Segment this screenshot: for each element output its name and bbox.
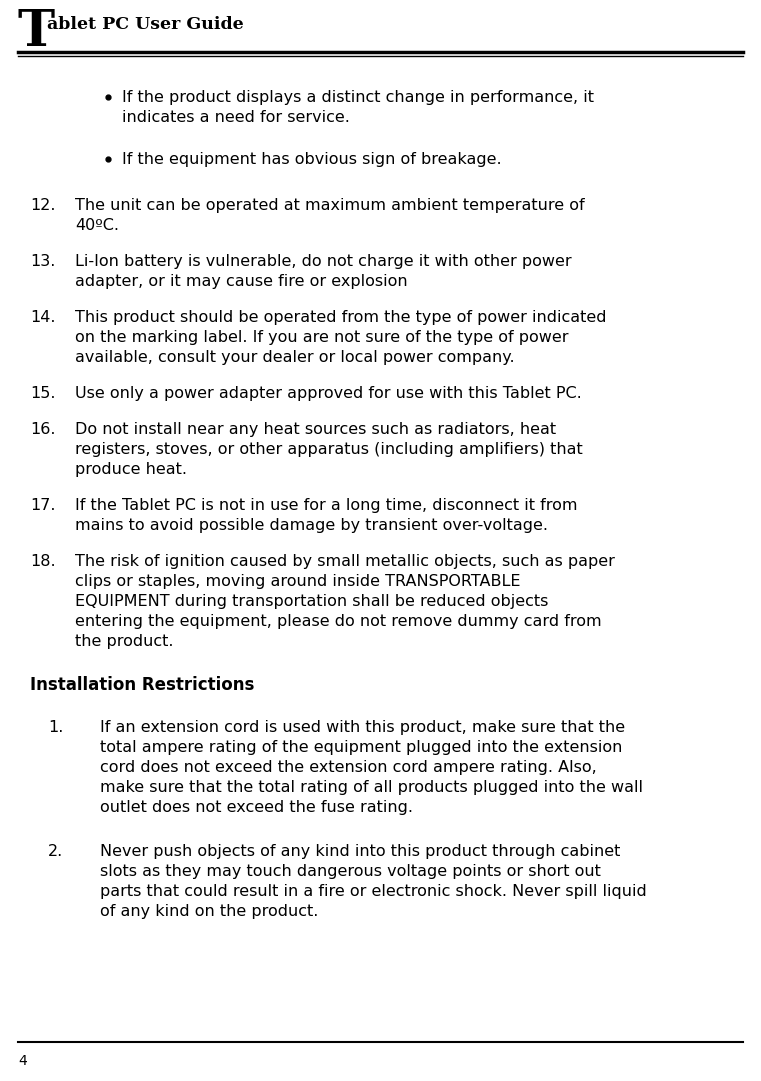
Text: If the equipment has obvious sign of breakage.: If the equipment has obvious sign of bre… [122,152,501,166]
Text: This product should be operated from the type of power indicated: This product should be operated from the… [75,310,607,325]
Text: produce heat.: produce heat. [75,462,187,477]
Text: 16.: 16. [30,422,56,437]
Text: 14.: 14. [30,310,56,325]
Text: available, consult your dealer or local power company.: available, consult your dealer or local … [75,350,514,365]
Text: Never push objects of any kind into this product through cabinet: Never push objects of any kind into this… [100,844,620,859]
Text: T: T [18,8,55,57]
Text: The unit can be operated at maximum ambient temperature of: The unit can be operated at maximum ambi… [75,198,584,213]
Text: 13.: 13. [30,254,56,269]
Text: The risk of ignition caused by small metallic objects, such as paper: The risk of ignition caused by small met… [75,553,615,569]
Text: total ampere rating of the equipment plugged into the extension: total ampere rating of the equipment plu… [100,740,622,755]
Text: 18.: 18. [30,553,56,569]
Text: 1.: 1. [48,720,63,735]
Text: parts that could result in a fire or electronic shock. Never spill liquid: parts that could result in a fire or ele… [100,884,647,899]
Text: clips or staples, moving around inside TRANSPORTABLE: clips or staples, moving around inside T… [75,574,521,589]
Text: ablet PC User Guide: ablet PC User Guide [47,16,244,34]
Text: EQUIPMENT during transportation shall be reduced objects: EQUIPMENT during transportation shall be… [75,593,549,609]
Text: slots as they may touch dangerous voltage points or short out: slots as they may touch dangerous voltag… [100,864,601,879]
Text: indicates a need for service.: indicates a need for service. [122,110,350,125]
Text: If the product displays a distinct change in performance, it: If the product displays a distinct chang… [122,90,594,105]
Text: If an extension cord is used with this product, make sure that the: If an extension cord is used with this p… [100,720,625,735]
Text: the product.: the product. [75,633,174,649]
Text: on the marking label. If you are not sure of the type of power: on the marking label. If you are not sur… [75,330,568,345]
Text: registers, stoves, or other apparatus (including amplifiers) that: registers, stoves, or other apparatus (i… [75,442,583,457]
Text: 17.: 17. [30,498,56,513]
Text: 40ºC.: 40ºC. [75,218,119,233]
Text: Do not install near any heat sources such as radiators, heat: Do not install near any heat sources suc… [75,422,556,437]
Text: mains to avoid possible damage by transient over-voltage.: mains to avoid possible damage by transi… [75,518,548,533]
Text: 2.: 2. [48,844,63,859]
Text: outlet does not exceed the fuse rating.: outlet does not exceed the fuse rating. [100,800,413,815]
Text: 15.: 15. [30,386,56,401]
Text: entering the equipment, please do not remove dummy card from: entering the equipment, please do not re… [75,614,602,629]
Text: of any kind on the product.: of any kind on the product. [100,904,318,919]
Text: adapter, or it may cause fire or explosion: adapter, or it may cause fire or explosi… [75,273,408,289]
Text: 4: 4 [18,1054,27,1068]
Text: Use only a power adapter approved for use with this Tablet PC.: Use only a power adapter approved for us… [75,386,581,401]
Text: 12.: 12. [30,198,56,213]
Text: If the Tablet PC is not in use for a long time, disconnect it from: If the Tablet PC is not in use for a lon… [75,498,578,513]
Text: Installation Restrictions: Installation Restrictions [30,676,254,694]
Text: make sure that the total rating of all products plugged into the wall: make sure that the total rating of all p… [100,780,643,795]
Text: cord does not exceed the extension cord ampere rating. Also,: cord does not exceed the extension cord … [100,760,597,775]
Text: Li-Ion battery is vulnerable, do not charge it with other power: Li-Ion battery is vulnerable, do not cha… [75,254,572,269]
